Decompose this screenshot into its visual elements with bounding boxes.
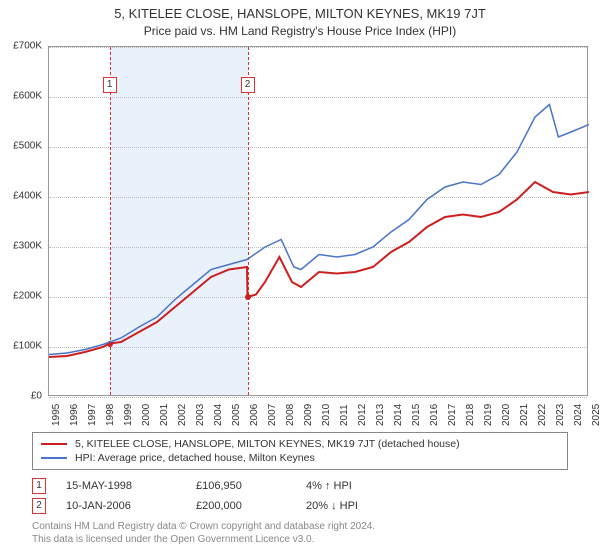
x-axis-label: 2020 [501,404,512,426]
series-hpi [49,105,589,355]
transaction-row: 1 15-MAY-1998 £106,950 4% ↑ HPI [32,476,568,496]
page-subtitle: Price paid vs. HM Land Registry's House … [0,21,600,44]
x-axis-label: 2009 [303,404,314,426]
y-axis-label: £0 [0,391,42,402]
legend-swatch [41,443,67,445]
x-axis-label: 2003 [195,404,206,426]
y-axis-label: £400K [0,191,42,202]
x-axis-label: 1999 [123,404,134,426]
transaction-marker: 2 [32,498,46,514]
legend: 5, KITELEE CLOSE, HANSLOPE, MILTON KEYNE… [32,432,568,470]
transaction-table: 1 15-MAY-1998 £106,950 4% ↑ HPI 2 10-JAN-2006… [32,476,568,516]
x-axis-label: 2002 [177,404,188,426]
x-axis-label: 2013 [375,404,386,426]
transaction-price: £200,000 [196,500,286,512]
x-axis-label: 1995 [51,404,62,426]
x-axis-label: 2024 [573,404,584,426]
x-axis-label: 2022 [537,404,548,426]
transaction-date: 10-JAN-2006 [66,500,176,512]
x-axis-label: 2007 [267,404,278,426]
x-axis-label: 2011 [339,404,350,426]
x-axis-label: 2019 [483,404,494,426]
x-axis-label: 2005 [231,404,242,426]
x-axis-label: 2006 [249,404,260,426]
license-text: Contains HM Land Registry data © Crown c… [32,520,568,546]
x-axis-label: 2015 [411,404,422,426]
x-axis-label: 2017 [447,404,458,426]
x-axis-label: 2008 [285,404,296,426]
y-axis-label: £700K [0,41,42,52]
plot-frame: 12 [48,46,588,396]
x-axis-label: 2023 [555,404,566,426]
transaction-date: 15-MAY-1998 [66,480,176,492]
legend-item: 5, KITELEE CLOSE, HANSLOPE, MILTON KEYNE… [41,437,559,451]
y-axis-label: £100K [0,341,42,352]
x-axis-label: 2025 [591,404,600,426]
transaction-marker: 1 [32,478,46,494]
series-price_paid [49,182,589,357]
transaction-price: £106,950 [196,480,286,492]
legend-label: 5, KITELEE CLOSE, HANSLOPE, MILTON KEYNE… [75,438,460,450]
legend-swatch [41,457,67,459]
transaction-diff: 4% ↑ HPI [306,480,416,492]
x-axis-label: 2014 [393,404,404,426]
y-axis-label: £500K [0,141,42,152]
line-series [49,47,589,397]
chart: 12 £0£100K£200K£300K£400K£500K£600K£700K… [48,46,588,396]
y-axis-label: £600K [0,91,42,102]
license-line-2: This data is licensed under the Open Gov… [32,533,568,546]
transaction-row: 2 10-JAN-2006 £200,000 20% ↓ HPI [32,496,568,516]
x-axis-label: 2016 [429,404,440,426]
x-axis-label: 2012 [357,404,368,426]
legend-item: HPI: Average price, detached house, Milt… [41,451,559,465]
x-axis-label: 1996 [69,404,80,426]
x-axis-label: 2004 [213,404,224,426]
x-axis-label: 2000 [141,404,152,426]
x-axis-label: 2021 [519,404,530,426]
transaction-diff: 20% ↓ HPI [306,500,416,512]
x-axis-label: 1998 [105,404,116,426]
x-axis-label: 2010 [321,404,332,426]
x-axis-label: 1997 [87,404,98,426]
y-axis-label: £200K [0,291,42,302]
x-axis-label: 2018 [465,404,476,426]
gridline [49,397,587,398]
y-axis-label: £300K [0,241,42,252]
legend-label: HPI: Average price, detached house, Milt… [75,452,315,464]
license-line-1: Contains HM Land Registry data © Crown c… [32,520,568,533]
page-title: 5, KITELEE CLOSE, HANSLOPE, MILTON KEYNE… [0,0,600,21]
x-axis-label: 2001 [159,404,170,426]
